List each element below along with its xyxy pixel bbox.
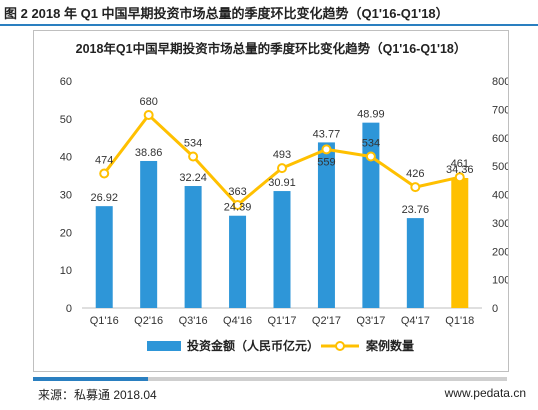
bar-value-label: 32.24 <box>179 172 207 184</box>
line-value-label: 474 <box>95 155 113 167</box>
legend-bar-label: 投资金额（人民币亿元） <box>187 338 319 353</box>
line-marker <box>410 182 421 193</box>
bar-value-label: 38.86 <box>135 147 163 159</box>
data-labels: 26.92 38.86 32.24 24.39 30.91 43.77 48.99 23.76… <box>90 96 473 216</box>
legend-bar-swatch <box>147 341 181 351</box>
y-left-tick-label: 40 <box>60 152 72 164</box>
bar <box>273 191 291 308</box>
axes: 01020304050600100200300400500600700800Q1… <box>60 76 508 327</box>
y-left-tick-label: 20 <box>60 227 72 239</box>
line-value-label: 534 <box>184 137 202 149</box>
x-tick-label: Q2'17 <box>312 315 341 327</box>
y-right-tick-label: 400 <box>492 190 508 202</box>
line-value-label: 493 <box>273 149 291 161</box>
bar <box>140 160 158 308</box>
bar-value-label: 30.91 <box>268 177 296 189</box>
line-marker <box>232 199 243 210</box>
y-right-tick-label: 700 <box>492 104 508 116</box>
chart-title: 2018年Q1中国早期投资市场总量的季度环比变化趋势（Q1'16-Q1'18） <box>76 41 467 56</box>
bar <box>229 215 247 308</box>
x-tick-label: Q4'17 <box>401 315 430 327</box>
line-value-label: 426 <box>406 168 424 180</box>
x-tick-label: Q2'16 <box>134 315 163 327</box>
bar <box>406 218 424 308</box>
y-left-tick-label: 10 <box>60 265 72 277</box>
source-note: 来源：私募通 2018.04 <box>38 388 157 402</box>
bar-series <box>95 122 469 308</box>
footer-divider-accent <box>33 377 148 381</box>
legend-line-label: 案例数量 <box>365 338 414 353</box>
bar-value-label: 34.36 <box>446 164 474 176</box>
line-value-label: 680 <box>139 96 157 108</box>
y-right-tick-label: 800 <box>492 76 508 88</box>
bar <box>317 142 335 308</box>
y-left-tick-label: 60 <box>60 76 72 88</box>
y-right-tick-label: 100 <box>492 275 508 287</box>
line-value-label: 534 <box>362 137 380 149</box>
y-left-tick-label: 0 <box>66 303 72 315</box>
x-tick-label: Q1'17 <box>267 315 296 327</box>
legend: 投资金额（人民币亿元） 案例数量 <box>147 338 414 353</box>
line-value-label: 461 <box>451 158 469 170</box>
line-series <box>99 110 465 210</box>
y-right-tick-label: 200 <box>492 246 508 258</box>
y-left-tick-label: 50 <box>60 114 72 126</box>
figure-title: 图 2 2018 年 Q1 中国早期投资市场总量的季度环比变化趋势（Q1'16-… <box>4 6 449 21</box>
website-note: www.pedata.cn <box>444 386 526 400</box>
bar-value-label: 43.77 <box>313 128 341 140</box>
line-marker <box>143 110 154 121</box>
bar <box>362 122 380 308</box>
line-marker <box>321 144 332 155</box>
y-right-tick-label: 500 <box>492 161 508 173</box>
x-tick-label: Q1'18 <box>445 315 474 327</box>
bar-value-label: 23.76 <box>402 204 430 216</box>
legend-line-marker <box>335 341 345 351</box>
footer-divider <box>33 377 507 381</box>
bar-value-label: 48.99 <box>357 109 385 121</box>
bar <box>451 178 469 308</box>
x-tick-label: Q4'16 <box>223 315 252 327</box>
y-left-tick-label: 30 <box>60 190 72 202</box>
chart-frame: 2018年Q1中国早期投资市场总量的季度环比变化趋势（Q1'16-Q1'18） … <box>33 30 509 372</box>
title-divider <box>0 24 538 26</box>
bar <box>184 186 202 308</box>
x-tick-label: Q1'16 <box>90 315 119 327</box>
line-marker <box>188 151 199 162</box>
x-tick-label: Q3'16 <box>179 315 208 327</box>
line-marker <box>365 151 376 162</box>
bar-value-label: 24.39 <box>224 202 252 214</box>
line-marker <box>99 168 110 179</box>
line-value-label: 363 <box>228 186 246 198</box>
bar <box>95 206 113 308</box>
y-right-tick-label: 0 <box>492 303 498 315</box>
line-value-label: 559 <box>317 156 335 168</box>
y-right-tick-label: 300 <box>492 218 508 230</box>
x-tick-label: Q3'17 <box>356 315 385 327</box>
line-marker <box>454 172 465 183</box>
line-marker <box>277 163 287 174</box>
y-right-tick-label: 600 <box>492 133 508 145</box>
combo-chart: 2018年Q1中国早期投资市场总量的季度环比变化趋势（Q1'16-Q1'18） … <box>60 41 508 353</box>
bar-value-label: 26.92 <box>90 192 118 204</box>
